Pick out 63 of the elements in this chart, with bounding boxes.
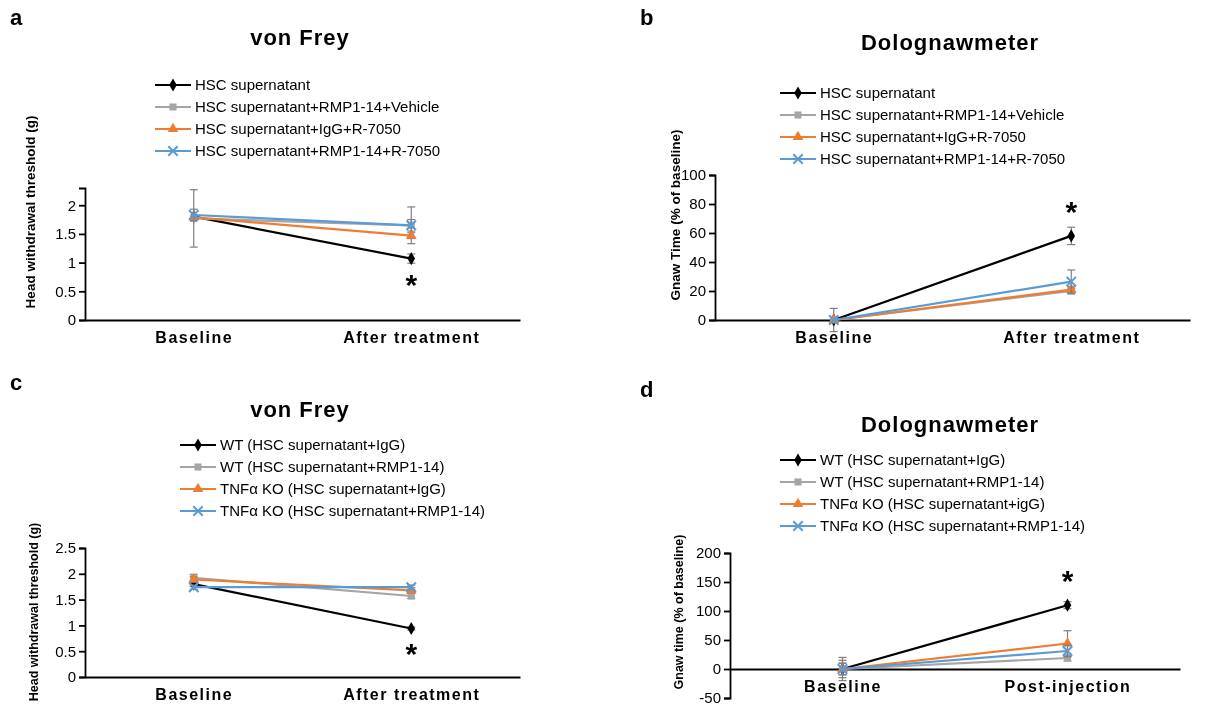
text: c <box>10 370 23 395</box>
legend-label: WT (HSC supernatant+IgG) <box>820 451 1006 469</box>
x-tick-label: Baseline <box>155 686 234 704</box>
legend-label: WT (HSC supernatant+IgG) <box>220 436 406 454</box>
y-tick-label: 0.5 <box>55 282 76 300</box>
y-tick-label: 0.5 <box>55 642 76 660</box>
y-tick-label: 1 <box>67 616 76 634</box>
legend-label: HSC supernatant+RMP1-14+R-7050 <box>820 150 1066 168</box>
legend-label: HSC supernatant <box>195 76 311 94</box>
y-tick-label: 0 <box>712 660 721 678</box>
x-tick-label: After treatment <box>343 686 481 704</box>
legend-label: TNFα KO (HSC supernatant+IgG) <box>220 480 446 498</box>
x-tick-label: Baseline <box>155 329 234 347</box>
legend-label: HSC supernatant <box>820 84 936 102</box>
y-tick-label: 60 <box>689 224 706 242</box>
y-axis-title: Head withdrawal threshold (g) <box>27 522 41 702</box>
x-tick-label: After treatment <box>1003 329 1141 347</box>
y-tick-label: 200 <box>695 544 721 562</box>
text: a <box>10 5 23 30</box>
legend-label: WT (HSC supernatant+RMP1-14) <box>220 458 445 476</box>
y-tick-label: 150 <box>695 573 721 591</box>
y-tick-label: 0 <box>697 311 706 329</box>
x-tick-label: Baseline <box>804 678 882 696</box>
y-tick-label: 1.5 <box>55 225 76 243</box>
annotation: * <box>405 637 418 671</box>
x-tick-label: Baseline <box>795 329 874 347</box>
y-tick-label: -50 <box>699 689 721 706</box>
y-axis-title: Head withdrawal threshold (g) <box>23 115 38 309</box>
chart-title: Dolognawmeter <box>860 412 1040 437</box>
y-tick-label: 20 <box>689 282 706 300</box>
annotation: * <box>1061 564 1074 598</box>
x-tick-label: After treatment <box>343 329 481 347</box>
legend-label: HSC supernatant+IgG+R-7050 <box>820 128 1026 146</box>
y-tick-label: 2 <box>67 565 76 583</box>
y-tick-label: 2.5 <box>55 539 76 557</box>
y-axis-title: Gnaw time (% of baseline) <box>672 534 686 690</box>
annotation: * <box>1065 194 1078 228</box>
legend-label: TNFα KO (HSC supernatant+RMP1-14) <box>220 502 486 520</box>
y-tick-label: 1.5 <box>55 590 76 608</box>
y-tick-label: 100 <box>695 602 721 620</box>
y-tick-label: 0 <box>67 668 76 686</box>
y-tick-label: 50 <box>704 631 721 649</box>
y-tick-label: 0 <box>67 311 76 329</box>
legend-label: TNFα KO (HSC supernatant+RMP1-14) <box>820 517 1086 535</box>
text: d <box>640 377 654 402</box>
x-tick-label: Post-injection <box>1004 678 1132 696</box>
legend-label: WT (HSC supernatant+RMP1-14) <box>820 473 1045 491</box>
y-tick-label: 2 <box>67 196 76 214</box>
legend-label: HSC supernatant+RMP1-14+R-7050 <box>195 142 441 160</box>
legend-label: HSC supernatant+RMP1-14+Vehicle <box>195 98 440 116</box>
y-tick-label: 40 <box>689 253 706 271</box>
text: b <box>640 5 654 30</box>
chart-title: von Frey <box>250 25 350 50</box>
y-tick-label: 100 <box>680 166 706 184</box>
legend-label: TNFα KO (HSC supernatant+igG) <box>820 495 1045 513</box>
y-tick-label: 1 <box>67 253 76 271</box>
annotation: * <box>405 267 418 301</box>
legend-label: HSC supernatant+IgG+R-7050 <box>195 120 401 138</box>
y-tick-label: 80 <box>689 195 706 213</box>
chart-title: von Frey <box>250 397 350 422</box>
legend-label: HSC supernatant+RMP1-14+Vehicle <box>820 106 1065 124</box>
chart-title: Dolognawmeter <box>860 30 1040 55</box>
y-axis-title: Gnaw Time (% of baseline) <box>668 129 683 301</box>
